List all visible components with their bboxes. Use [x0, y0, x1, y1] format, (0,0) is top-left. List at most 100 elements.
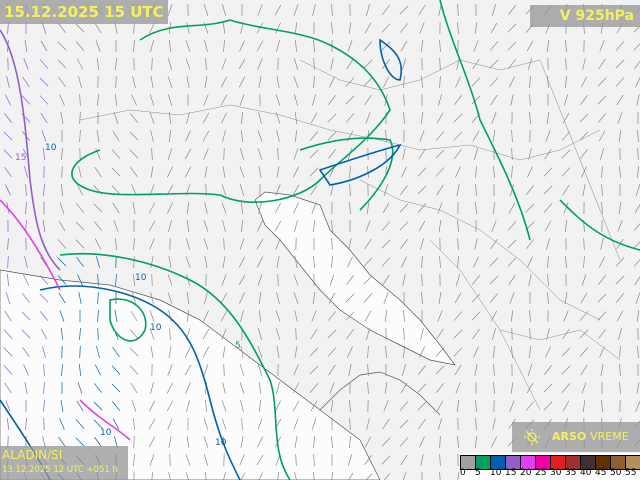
wind-barb [95, 148, 101, 160]
wind-barb [456, 184, 460, 196]
wind-barb [565, 75, 567, 89]
wind-barb [615, 257, 625, 267]
wind-barb [185, 454, 191, 466]
wind-barb [635, 292, 640, 304]
wind-barb [240, 202, 244, 214]
wind-barb [579, 113, 589, 123]
wind-barb [367, 345, 369, 359]
legend-tick: 10 [490, 468, 502, 478]
wind-barb [111, 401, 121, 411]
wind-barb [239, 148, 245, 160]
pressure-level-label: V 925hPa [529, 5, 640, 27]
wind-barb [400, 185, 408, 195]
wind-barb [57, 41, 67, 51]
wind-barb [419, 238, 425, 250]
wind-barb [529, 327, 531, 341]
wind-barb [130, 94, 138, 106]
wind-barb [293, 4, 299, 16]
wind-barb [112, 202, 120, 214]
wind-barb [169, 39, 171, 53]
wind-barb [256, 238, 264, 250]
wind-barb [365, 328, 371, 340]
wind-barb [562, 400, 570, 412]
brand-regular: VREME [590, 430, 629, 443]
wind-barb [617, 112, 623, 124]
wind-barb [509, 76, 515, 88]
wind-barb [6, 76, 10, 88]
wind-barb [257, 274, 263, 286]
wind-barb [547, 75, 549, 89]
legend-tick: 50 [610, 468, 622, 478]
wind-barb [509, 400, 515, 412]
wind-barb [238, 76, 246, 88]
wind-barb [149, 112, 155, 124]
wind-barb [258, 166, 262, 178]
wind-barb [438, 418, 442, 430]
wind-barb [633, 43, 640, 51]
wind-barb [421, 75, 423, 89]
wind-barb [93, 419, 103, 429]
wind-barb [564, 292, 568, 304]
wind-barb [579, 311, 589, 321]
wind-barb [133, 453, 135, 467]
legend-tick: 45 [595, 468, 607, 478]
wind-barb [313, 471, 315, 480]
wind-barb [364, 238, 372, 250]
wind-barb [489, 59, 499, 69]
wind-barb [239, 40, 245, 52]
wind-barb [455, 76, 461, 88]
wind-barb [113, 112, 119, 124]
wind-barb [600, 238, 604, 250]
wind-barb [257, 418, 263, 430]
wind-barb [438, 220, 442, 232]
wind-barb [582, 58, 586, 70]
wind-barb [293, 76, 299, 88]
wind-barb [421, 273, 423, 287]
wind-barb [76, 203, 84, 213]
wind-barb [511, 165, 513, 179]
wind-barb [58, 292, 66, 304]
wind-barb [457, 237, 459, 251]
wind-barb [311, 310, 317, 322]
wind-barb [274, 202, 282, 214]
wind-barb [636, 382, 640, 394]
wind-barb [489, 275, 499, 285]
wind-barb [508, 274, 516, 286]
isotach-5 [59, 252, 291, 480]
wind-barb [222, 130, 226, 142]
wind-barb [133, 435, 135, 449]
wind-barb [150, 40, 154, 52]
wind-barb [167, 274, 173, 286]
wind-barb [129, 131, 139, 141]
wind-barb [186, 219, 190, 233]
wind-barb [204, 256, 208, 268]
wind-barb [329, 76, 335, 88]
wind-barb [185, 472, 190, 480]
wind-barb [274, 4, 282, 16]
wind-barb [635, 184, 640, 196]
wind-barb [97, 291, 99, 305]
wind-barb [364, 310, 372, 322]
wind-barb [345, 77, 355, 87]
wind-barb [637, 165, 639, 179]
wind-barb [619, 345, 621, 359]
wind-barb [543, 383, 553, 393]
wind-barb [295, 129, 297, 143]
wind-barb [23, 364, 29, 376]
adriatic-sea [254, 191, 456, 366]
wind-barb [345, 113, 355, 123]
wind-barb [277, 471, 279, 480]
wind-barb [309, 383, 319, 393]
wind-barb [385, 345, 387, 359]
wind-barb [133, 21, 135, 35]
wind-barb [634, 60, 640, 70]
wind-barb [382, 5, 390, 15]
wind-barb [277, 273, 279, 287]
wind-barb [544, 365, 552, 375]
wind-barb [293, 148, 299, 160]
wind-barb [615, 77, 625, 87]
wind-barb [220, 94, 228, 106]
wind-barb [327, 347, 337, 357]
wind-barb [130, 113, 138, 123]
wind-barb [529, 93, 531, 107]
